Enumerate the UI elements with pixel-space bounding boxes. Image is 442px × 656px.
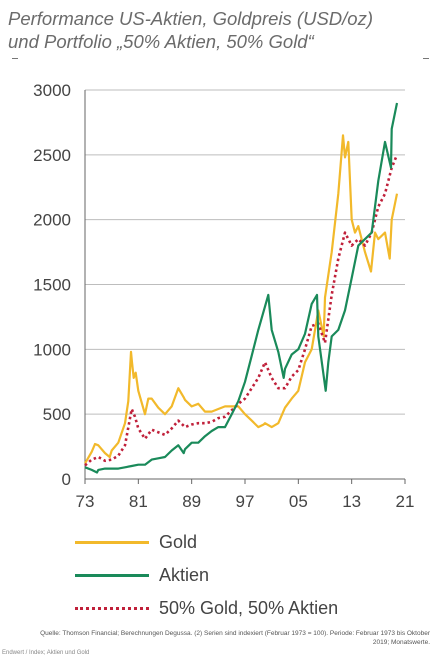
chart-title: Performance US-Aktien, Goldpreis (USD/oz… [8, 7, 438, 53]
x-tick-label: 05 [289, 492, 308, 511]
chart-ticks: 0 500 1000 1500 2000 2500 3000 73 81 89 97 05 13 21 [33, 81, 414, 511]
legend-swatch [75, 574, 149, 577]
chart-title-line1: Performance US-Aktien, Goldpreis (USD/oz… [8, 8, 373, 29]
chart-title-line2: und Portfolio „50% Aktien, 50% Gold“ [8, 31, 314, 52]
line-chart: 0 500 1000 1500 2000 2500 3000 73 81 89 97 05 13 21 [33, 81, 414, 511]
y-tick-label: 3000 [33, 81, 71, 100]
x-tick-label: 97 [236, 492, 255, 511]
x-tick-label: 13 [342, 492, 361, 511]
header-divider-left [12, 58, 18, 59]
chart-series [84, 102, 399, 474]
series-line-50-gold-50-aktien [84, 154, 399, 467]
legend-label: Gold [159, 532, 198, 552]
y-tick-label: 1500 [33, 276, 71, 295]
chart-axes [84, 90, 406, 484]
source-note: Quelle: Thomson Financial; Berechnungen … [40, 630, 430, 646]
footnote: Endwert / Index; Aktien und Gold [2, 650, 90, 656]
y-tick-label: 2500 [33, 146, 71, 165]
header-divider-right [423, 58, 429, 59]
series-line-gold [84, 134, 399, 464]
x-tick-label: 21 [396, 492, 415, 511]
x-tick-label: 73 [76, 492, 95, 511]
series-line-aktien [84, 102, 399, 474]
legend-swatch [75, 541, 149, 544]
y-tick-label: 2000 [33, 211, 71, 230]
legend-label: 50% Gold, 50% Aktien [159, 598, 339, 618]
legend-swatch [75, 607, 149, 610]
y-tick-label: 0 [62, 470, 71, 489]
y-tick-label: 1000 [33, 340, 71, 359]
x-tick-label: 81 [129, 492, 148, 511]
y-tick-label: 500 [43, 405, 71, 424]
x-tick-label: 89 [182, 492, 201, 511]
legend-label: Aktien [159, 565, 210, 585]
